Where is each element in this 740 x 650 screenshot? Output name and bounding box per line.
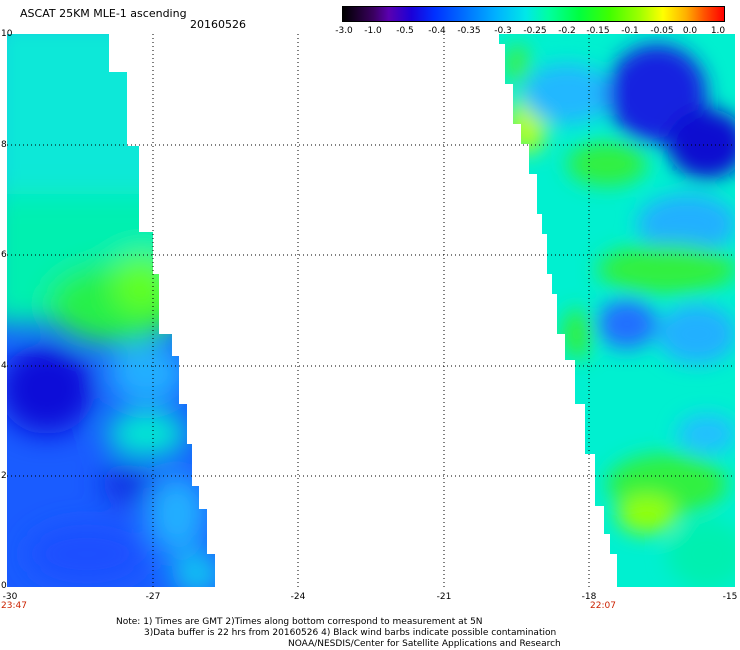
map-title: ASCAT 25KM MLE-1 ascending	[20, 7, 187, 20]
y-tick-label: 6	[1, 250, 7, 260]
y-tick-label: 4	[1, 361, 7, 371]
x-tick-label: -27	[145, 592, 161, 602]
colorbar-label: -1.0	[364, 26, 382, 36]
colorbar-label: -3.0	[335, 26, 353, 36]
x-tick-label: -24	[290, 592, 306, 602]
colorbar-label: 1.0	[710, 26, 726, 36]
colorbar-label: -0.5	[396, 26, 414, 36]
colorbar-label: -0.4	[428, 26, 446, 36]
pass-time-left: 23:47	[1, 601, 27, 611]
colorbar-label: -0.35	[457, 26, 481, 36]
note-line: 3)Data buffer is 22 hrs from 20160526 4)…	[144, 628, 557, 638]
y-tick-label: 10	[1, 29, 13, 39]
right-swath	[499, 34, 735, 587]
colorbar-label: -0.05	[650, 26, 674, 36]
x-tick-label: -15	[722, 592, 738, 602]
colorbar-label: -0.1	[621, 26, 639, 36]
note-line: NOAA/NESDIS/Center for Satellite Applica…	[288, 639, 561, 649]
note-line: Note: 1) Times are GMT 2)Times along bot…	[116, 617, 483, 627]
left-swath	[7, 34, 215, 587]
x-tick-label: -21	[436, 592, 452, 602]
colorbar-label: -0.2	[558, 26, 576, 36]
y-tick-label: 8	[1, 140, 7, 150]
colorbar-label: -0.25	[523, 26, 547, 36]
y-tick-label: 0	[1, 581, 7, 591]
colorbar-label: -0.3	[494, 26, 512, 36]
x-tick-label: -18	[581, 592, 597, 602]
grid-lines	[7, 34, 735, 587]
pass-time-right: 22:07	[590, 601, 616, 611]
swath-map	[7, 34, 735, 587]
colorbar-label: -0.15	[586, 26, 610, 36]
colorbar	[342, 6, 725, 22]
map-date: 20160526	[190, 18, 246, 31]
y-tick-label: 2	[1, 471, 7, 481]
x-tick-label: -30	[2, 592, 18, 602]
colorbar-label: 0.0	[682, 26, 698, 36]
